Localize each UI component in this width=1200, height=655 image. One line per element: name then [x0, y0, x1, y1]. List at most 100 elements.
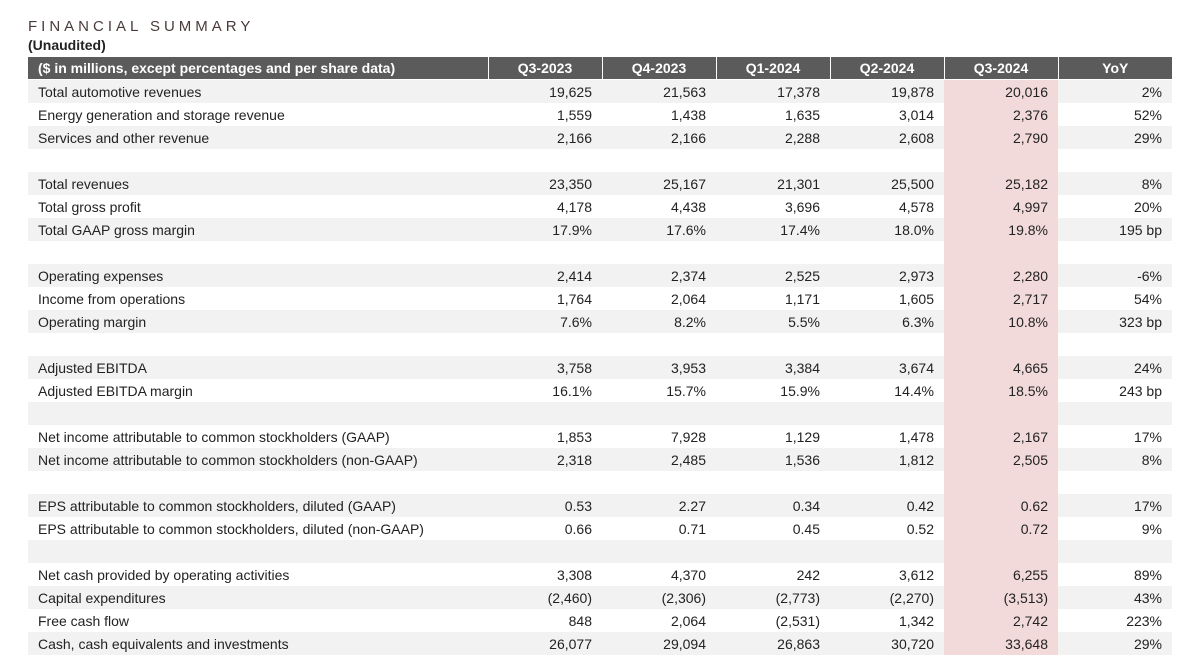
row-value: 25,500 — [830, 172, 944, 195]
table-row: Income from operations1,7642,0641,1711,6… — [28, 287, 1172, 310]
row-value: 2,717 — [944, 287, 1058, 310]
row-value: 7.6% — [488, 310, 602, 333]
row-value: 54% — [1058, 287, 1172, 310]
row-label: Total gross profit — [28, 195, 488, 218]
row-value: (2,460) — [488, 586, 602, 609]
row-value: 2,525 — [716, 264, 830, 287]
spacer-row — [28, 149, 1172, 172]
table-row: Net income attributable to common stockh… — [28, 425, 1172, 448]
row-value: 19,625 — [488, 80, 602, 104]
financial-table: ($ in millions, except percentages and p… — [28, 57, 1172, 655]
row-label: Adjusted EBITDA — [28, 356, 488, 379]
table-row: Operating expenses2,4142,3742,5252,9732,… — [28, 264, 1172, 287]
spacer-row — [28, 333, 1172, 356]
row-value: 3,014 — [830, 103, 944, 126]
row-value: 33,648 — [944, 632, 1058, 655]
row-value: 26,863 — [716, 632, 830, 655]
row-value: (3,513) — [944, 586, 1058, 609]
row-value: 17.9% — [488, 218, 602, 241]
row-value: 2,064 — [602, 609, 716, 632]
row-value: 2,742 — [944, 609, 1058, 632]
row-value: (2,773) — [716, 586, 830, 609]
table-row: EPS attributable to common stockholders,… — [28, 494, 1172, 517]
row-value: 6.3% — [830, 310, 944, 333]
row-value: 21,301 — [716, 172, 830, 195]
spacer-row — [28, 402, 1172, 425]
row-value: 1,342 — [830, 609, 944, 632]
row-value: 0.66 — [488, 517, 602, 540]
row-value: 1,812 — [830, 448, 944, 471]
row-value: 26,077 — [488, 632, 602, 655]
row-value: 52% — [1058, 103, 1172, 126]
row-value: 8% — [1058, 448, 1172, 471]
row-value: 0.42 — [830, 494, 944, 517]
row-value: 9% — [1058, 517, 1172, 540]
row-value: 1,853 — [488, 425, 602, 448]
row-label: Income from operations — [28, 287, 488, 310]
row-label: Capital expenditures — [28, 586, 488, 609]
row-label: Operating expenses — [28, 264, 488, 287]
col-header-label: ($ in millions, except percentages and p… — [28, 57, 488, 80]
table-body: Total automotive revenues19,62521,56317,… — [28, 80, 1172, 655]
row-value: 25,182 — [944, 172, 1058, 195]
row-value: 19,878 — [830, 80, 944, 104]
row-value: 3,758 — [488, 356, 602, 379]
row-value: 29% — [1058, 632, 1172, 655]
row-value: 0.53 — [488, 494, 602, 517]
row-value: 848 — [488, 609, 602, 632]
row-value: 242 — [716, 563, 830, 586]
row-value: (2,531) — [716, 609, 830, 632]
row-value: 89% — [1058, 563, 1172, 586]
row-label: Adjusted EBITDA margin — [28, 379, 488, 402]
row-value: (2,306) — [602, 586, 716, 609]
row-value: 0.34 — [716, 494, 830, 517]
table-row: Total revenues23,35025,16721,30125,50025… — [28, 172, 1172, 195]
row-label: EPS attributable to common stockholders,… — [28, 494, 488, 517]
table-row: Net cash provided by operating activitie… — [28, 563, 1172, 586]
row-value: 3,612 — [830, 563, 944, 586]
row-label: Total GAAP gross margin — [28, 218, 488, 241]
row-value: 1,559 — [488, 103, 602, 126]
row-value: 6,255 — [944, 563, 1058, 586]
row-label: Cash, cash equivalents and investments — [28, 632, 488, 655]
row-value: 18.5% — [944, 379, 1058, 402]
row-label: Services and other revenue — [28, 126, 488, 149]
table-row: Total GAAP gross margin17.9%17.6%17.4%18… — [28, 218, 1172, 241]
row-value: 195 bp — [1058, 218, 1172, 241]
row-label: Net income attributable to common stockh… — [28, 448, 488, 471]
row-value: 0.62 — [944, 494, 1058, 517]
row-value: 0.52 — [830, 517, 944, 540]
row-label: Total revenues — [28, 172, 488, 195]
row-value: 17.4% — [716, 218, 830, 241]
row-value: 1,605 — [830, 287, 944, 310]
row-value: 0.45 — [716, 517, 830, 540]
row-value: 1,129 — [716, 425, 830, 448]
row-value: 2,376 — [944, 103, 1058, 126]
row-value: 223% — [1058, 609, 1172, 632]
row-value: 2,485 — [602, 448, 716, 471]
table-row: Adjusted EBITDA3,7583,9533,3843,6744,665… — [28, 356, 1172, 379]
row-value: 1,438 — [602, 103, 716, 126]
row-value: 3,953 — [602, 356, 716, 379]
row-value: -6% — [1058, 264, 1172, 287]
row-value: 2,374 — [602, 264, 716, 287]
spacer-row — [28, 471, 1172, 494]
row-label: Free cash flow — [28, 609, 488, 632]
col-header-yoy: YoY — [1058, 57, 1172, 80]
row-value: 2.27 — [602, 494, 716, 517]
row-value: 3,308 — [488, 563, 602, 586]
row-value: 29% — [1058, 126, 1172, 149]
row-label: Net cash provided by operating activitie… — [28, 563, 488, 586]
row-value: 15.9% — [716, 379, 830, 402]
row-value: 5.5% — [716, 310, 830, 333]
table-row: Energy generation and storage revenue1,5… — [28, 103, 1172, 126]
row-value: 17.6% — [602, 218, 716, 241]
col-header-q2-2024: Q2-2024 — [830, 57, 944, 80]
col-header-q4-2023: Q4-2023 — [602, 57, 716, 80]
row-label: Total automotive revenues — [28, 80, 488, 104]
row-value: 2,790 — [944, 126, 1058, 149]
row-value: 43% — [1058, 586, 1172, 609]
row-value: 21,563 — [602, 80, 716, 104]
page-title: FINANCIAL SUMMARY — [28, 18, 1172, 35]
row-value: 14.4% — [830, 379, 944, 402]
